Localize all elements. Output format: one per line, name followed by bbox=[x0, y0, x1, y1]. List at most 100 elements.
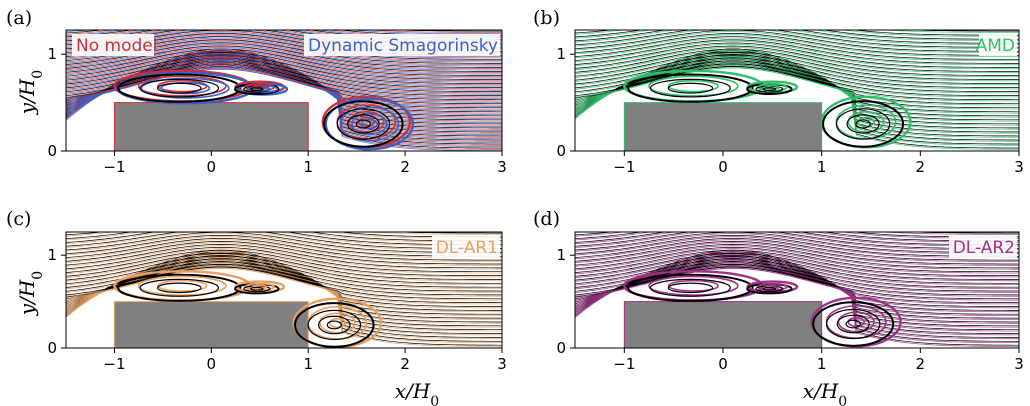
streamline-ref bbox=[66, 232, 502, 249]
obstacle-block bbox=[623, 301, 823, 348]
streamline-model bbox=[575, 64, 1019, 98]
streamline-ref bbox=[66, 249, 502, 276]
streamline-ref bbox=[66, 241, 502, 265]
streamline-ref bbox=[66, 51, 502, 80]
vortex-ref bbox=[836, 314, 870, 334]
streamline-ref bbox=[575, 266, 1019, 300]
streamline-ref bbox=[66, 232, 502, 242]
streamline-ref bbox=[66, 66, 502, 101]
panel-label-b: (b) bbox=[533, 7, 560, 29]
streamline-model bbox=[575, 30, 1019, 33]
streamline-ref bbox=[575, 232, 1019, 246]
streamline-field bbox=[66, 232, 502, 348]
x-tick-label: 1 bbox=[303, 355, 313, 373]
vortex-ref bbox=[139, 278, 220, 297]
vortex-ref bbox=[845, 319, 861, 329]
streamline-model bbox=[66, 57, 502, 87]
x-tick-label: 3 bbox=[497, 355, 507, 373]
vortex-ref bbox=[307, 309, 362, 341]
streamline-ref bbox=[66, 232, 502, 238]
vortex-ref bbox=[667, 82, 714, 94]
panel-label-c: (c) bbox=[6, 208, 31, 230]
legend-label: AMD bbox=[976, 36, 1015, 56]
vortex-ref bbox=[667, 282, 714, 294]
streamline-model bbox=[575, 37, 1019, 61]
streamline-model bbox=[66, 30, 502, 35]
y-tick-label: 0 bbox=[47, 339, 57, 357]
streamline-ref bbox=[575, 33, 1019, 56]
streamline-ref bbox=[903, 232, 1019, 234]
vortex-model bbox=[319, 312, 356, 334]
x-tick-label: −1 bbox=[613, 158, 635, 176]
vortex-ref bbox=[294, 302, 375, 348]
legend-bg bbox=[432, 236, 500, 258]
vortex-ref bbox=[627, 73, 754, 103]
streamline-ref bbox=[66, 45, 502, 72]
vortex-ref bbox=[762, 286, 777, 291]
x-tick-label: 0 bbox=[207, 158, 217, 176]
streamline-field bbox=[575, 30, 1019, 151]
streamline-model bbox=[575, 232, 1019, 247]
streamline-ref bbox=[66, 232, 502, 253]
x-tick-label: 0 bbox=[207, 355, 217, 373]
vortex-ref bbox=[117, 273, 242, 302]
streamline-model bbox=[66, 254, 502, 282]
legend-bg bbox=[949, 236, 1017, 258]
vortex-model bbox=[667, 79, 719, 93]
y-axis-label-c: y/H0 bbox=[15, 271, 46, 316]
legend-bg bbox=[72, 34, 154, 56]
streamline-ref bbox=[575, 241, 1019, 265]
vortex-ref bbox=[822, 100, 905, 148]
vortex-model bbox=[328, 317, 346, 329]
panel-c: (c) y/H0 x/H0 −1 0 1 2 3 0 1 DL-AR1 bbox=[6, 208, 507, 406]
streamline-model bbox=[575, 233, 1019, 255]
vortex-ref bbox=[323, 100, 404, 148]
streamline-model bbox=[575, 43, 1019, 70]
streamline-model bbox=[575, 34, 1019, 57]
vortex-ref bbox=[649, 278, 731, 297]
streamline-model bbox=[575, 55, 1019, 86]
legend-label-no-model: No model bbox=[76, 36, 157, 56]
streamline-model bbox=[575, 232, 1019, 239]
obstacle-block bbox=[623, 102, 823, 151]
vortex-ref bbox=[326, 320, 342, 330]
streamline-model bbox=[575, 40, 1019, 66]
vortex-ref bbox=[317, 315, 351, 335]
x-tick-label: −1 bbox=[103, 355, 125, 373]
x-tick-label: −1 bbox=[103, 158, 125, 176]
plot-area-b: −1 0 1 2 3 0 1 AMD bbox=[556, 29, 1024, 176]
streamline-model bbox=[575, 254, 1019, 282]
streamline-ref bbox=[66, 252, 502, 280]
streamline-model bbox=[575, 30, 1019, 49]
streamline-ref bbox=[575, 30, 1019, 52]
streamline-ref bbox=[66, 57, 502, 88]
vortex-model bbox=[847, 316, 865, 328]
vortex-model bbox=[160, 81, 211, 95]
y-tick-label: 1 bbox=[47, 246, 57, 264]
vortex-ref bbox=[139, 78, 220, 98]
vortex-model bbox=[255, 86, 271, 92]
streamline-ref bbox=[575, 45, 1019, 72]
streamline-ref bbox=[66, 244, 502, 269]
streamline-model bbox=[66, 245, 502, 270]
streamline-ref bbox=[575, 30, 1019, 44]
streamline-ref bbox=[66, 54, 502, 84]
streamline-model bbox=[575, 232, 1019, 251]
legend-label-dynamic-smagorinsky: Dynamic Smagorinsky bbox=[308, 36, 498, 56]
vortex-ref bbox=[250, 87, 264, 92]
streamline-model bbox=[575, 242, 1019, 266]
vortex-ref bbox=[347, 114, 380, 134]
streamline-ref bbox=[904, 30, 1019, 32]
streamline-model bbox=[575, 257, 1019, 285]
streamline-model bbox=[575, 265, 1019, 297]
streamline-model bbox=[66, 232, 502, 251]
vortex-ref bbox=[812, 301, 895, 347]
streamline-ref bbox=[575, 232, 1019, 238]
streamline-ref bbox=[389, 30, 502, 32]
x-tick-label: 2 bbox=[400, 158, 410, 176]
streamline-model bbox=[66, 52, 502, 82]
streamline-ref bbox=[575, 232, 1019, 249]
streamline-model bbox=[575, 267, 1019, 301]
streamline-model bbox=[66, 54, 502, 83]
streamline-model bbox=[575, 236, 1019, 258]
